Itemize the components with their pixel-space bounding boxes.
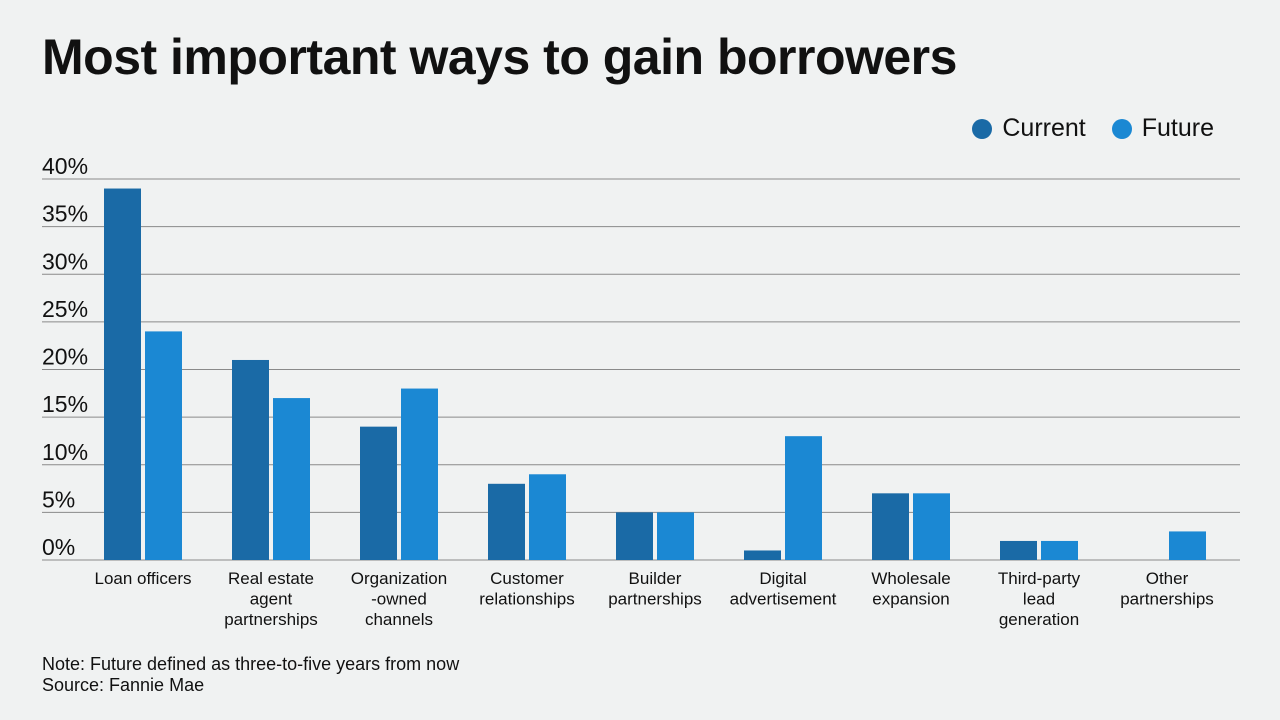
y-tick-label: 30% xyxy=(42,248,88,274)
bar-future xyxy=(273,398,310,560)
x-category-label-line: partnerships xyxy=(224,610,318,629)
bar-current xyxy=(1000,540,1037,560)
x-category-label-line: relationships xyxy=(479,590,574,609)
x-category-label-line: Other xyxy=(1146,569,1189,588)
x-category-label: Organization -owned channels xyxy=(351,569,447,629)
bar-future xyxy=(529,474,566,560)
x-category-label-line: Customer xyxy=(490,569,564,588)
x-category-label: Builder partnerships xyxy=(608,569,702,609)
legend-swatch-current xyxy=(972,118,993,139)
legend-label-current: Current xyxy=(1002,114,1086,142)
bar-chart: 0% 5% 10% 15% 20% 25% 30% 35% 40% Loan officers R… xyxy=(42,153,1240,629)
chart-title: Most important ways to gain borrowers xyxy=(42,29,957,85)
y-tick-label: 0% xyxy=(42,534,75,560)
x-category-label: Third-party lead generation xyxy=(998,569,1081,629)
x-category-label: Customer relationships xyxy=(479,569,574,609)
x-category-label-line: generation xyxy=(999,610,1079,629)
x-category-label: Other partnerships xyxy=(1120,569,1214,609)
gridlines xyxy=(42,178,1240,561)
bar-future xyxy=(913,493,950,560)
bar-future xyxy=(401,388,438,560)
y-tick-label: 20% xyxy=(42,344,88,370)
legend-swatch-future xyxy=(1111,118,1132,139)
y-tick-label: 40% xyxy=(42,153,88,179)
bar-current xyxy=(232,359,269,560)
bar-future xyxy=(657,512,694,560)
x-category-label-line: Wholesale xyxy=(871,569,950,588)
legend-item-current: Current xyxy=(972,114,1086,143)
chart-legend: Current Future xyxy=(972,114,1214,143)
bar-current xyxy=(104,188,141,560)
bar-current xyxy=(872,493,909,560)
x-category-label-line: lead xyxy=(1023,590,1055,609)
y-tick-label: 5% xyxy=(42,486,75,512)
x-axis-labels: Loan officers Real estate agent partnership… xyxy=(94,569,1213,629)
x-category-label: Loan officers xyxy=(94,569,191,588)
x-category-label-line: agent xyxy=(250,590,293,609)
x-category-label: Wholesale expansion xyxy=(871,569,950,609)
x-category-label: Real estate agent partnerships xyxy=(224,569,318,629)
bar-future xyxy=(145,331,182,560)
bar-future xyxy=(1041,540,1078,560)
x-category-label-line: Digital xyxy=(759,569,806,588)
legend-label-future: Future xyxy=(1141,114,1214,142)
legend-item-future: Future xyxy=(1111,114,1214,143)
bar-current xyxy=(360,426,397,560)
bar-current xyxy=(488,483,525,560)
bars xyxy=(104,188,1206,560)
bar-current xyxy=(744,550,781,560)
bar-future xyxy=(1169,531,1206,560)
x-category-label-line: Loan officers xyxy=(94,569,191,588)
x-category-label: Digital advertisement xyxy=(730,569,837,609)
x-category-label-line: expansion xyxy=(872,590,950,609)
y-tick-label: 25% xyxy=(42,296,88,322)
x-category-label-line: Organization xyxy=(351,569,447,588)
bar-future xyxy=(785,436,822,560)
y-tick-label: 15% xyxy=(42,391,88,417)
y-tick-label: 10% xyxy=(42,439,88,465)
x-category-label-line: Real estate xyxy=(228,569,314,588)
footnote: Note: Future defined as three-to-five ye… xyxy=(42,654,460,674)
x-category-label-line: -owned xyxy=(371,590,427,609)
y-axis-ticks: 0% 5% 10% 15% 20% 25% 30% 35% 40% xyxy=(42,153,88,560)
bar-current xyxy=(616,512,653,560)
x-category-label-line: Third-party xyxy=(998,569,1081,588)
x-category-label-line: partnerships xyxy=(608,590,702,609)
x-category-label-line: channels xyxy=(365,610,433,629)
y-tick-label: 35% xyxy=(42,201,88,227)
chart-notes: Note: Future defined as three-to-five ye… xyxy=(42,654,459,696)
x-category-label-line: advertisement xyxy=(730,590,837,609)
x-category-label-line: partnerships xyxy=(1120,590,1214,609)
source-note: Source: Fannie Mae xyxy=(42,675,205,695)
x-category-label-line: Builder xyxy=(629,569,682,588)
